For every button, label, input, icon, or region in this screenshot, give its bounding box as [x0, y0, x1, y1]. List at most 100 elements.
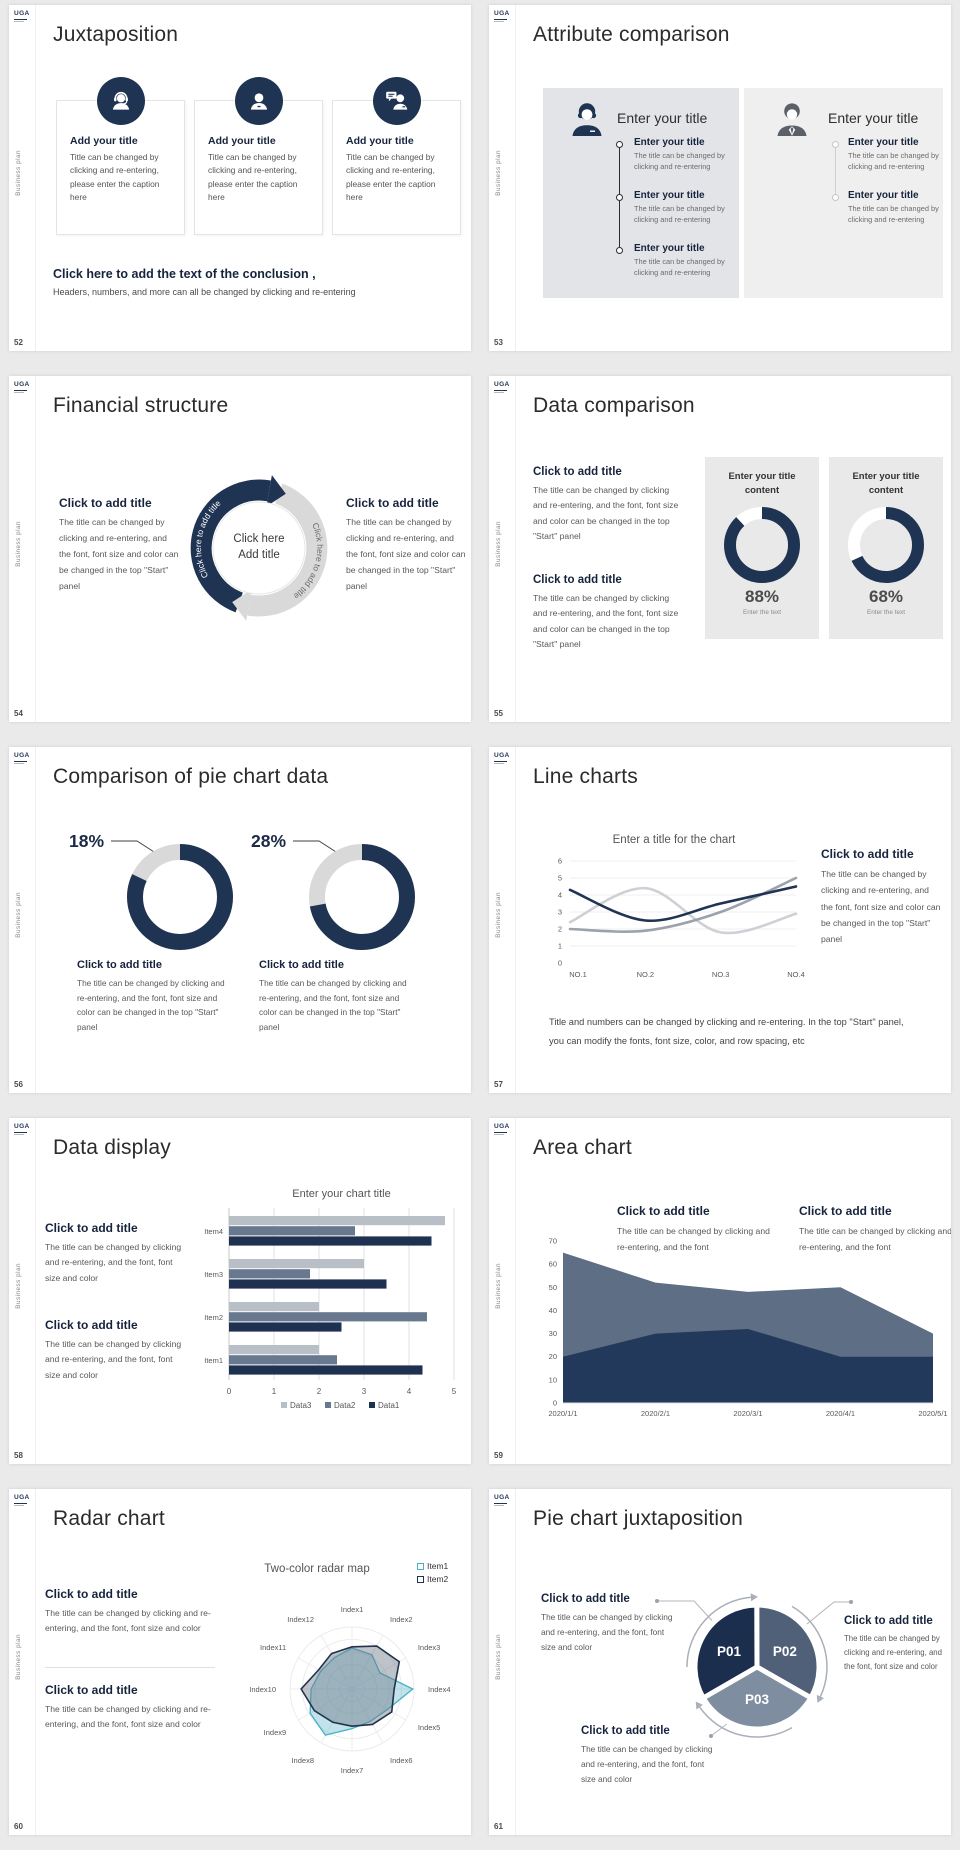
timeline-item: Enter your title The title can be change…: [634, 190, 725, 225]
timeline-dot: [832, 194, 839, 201]
side-label: Business plan: [15, 521, 22, 568]
info-card: Add your title Title can be changed by c…: [56, 77, 185, 235]
uga-logo: UGA: [14, 752, 32, 764]
chart-title: Enter your chart title: [292, 1188, 391, 1200]
slide-title: Comparison of pie chart data: [53, 765, 329, 788]
svg-text:0: 0: [227, 1387, 232, 1396]
uga-logo: UGA: [14, 381, 32, 393]
text-block: Click to add title The title can be chan…: [581, 1725, 713, 1784]
uga-logo: UGA: [494, 10, 512, 22]
text-block: Click to add title The title can be chan…: [541, 1593, 673, 1652]
svg-text:3: 3: [558, 908, 562, 917]
divider: [45, 1667, 215, 1668]
text-block: Click to add title The title can be chan…: [346, 496, 466, 591]
slide-52-juxtaposition[interactable]: UGA Business plan Juxtaposition 52 Add y…: [9, 5, 471, 351]
svg-text:Index2: Index2: [390, 1615, 413, 1624]
side-label: Business plan: [15, 892, 22, 939]
slide-title: Line charts: [533, 765, 638, 788]
svg-text:P01: P01: [717, 1644, 742, 1659]
uga-logo: UGA: [494, 752, 512, 764]
comparison-panel-left: Enter your title Enter your title The ti…: [543, 88, 739, 298]
text-block: Click to add title The title can be chan…: [533, 574, 679, 650]
timeline-dot: [832, 141, 839, 148]
svg-text:Index9: Index9: [264, 1728, 287, 1737]
page-number: 58: [14, 1451, 23, 1460]
margin-divider: [35, 376, 36, 722]
slide-title: Data display: [53, 1136, 171, 1159]
svg-text:Index7: Index7: [341, 1766, 364, 1775]
timeline-dot: [616, 247, 623, 254]
svg-text:2020/1/1: 2020/1/1: [548, 1409, 577, 1418]
slide-title: Financial structure: [53, 394, 229, 417]
side-label: Business plan: [495, 150, 502, 197]
legend-swatch-item1: [417, 1562, 424, 1570]
slide-58-data-display[interactable]: UGA Business plan Data display 58 Click …: [9, 1118, 471, 1464]
slide-title: Attribute comparison: [533, 23, 730, 46]
side-label: Business plan: [495, 1263, 502, 1310]
svg-text:Data1: Data1: [378, 1401, 400, 1410]
info-card: Add your title Title can be changed by c…: [332, 77, 461, 235]
uga-logo: UGA: [494, 381, 512, 393]
page-number: 56: [14, 1080, 23, 1089]
svg-text:Index6: Index6: [390, 1756, 413, 1765]
card-body: Title can be changed by clicking and re-…: [70, 152, 160, 203]
text-block: Click to add title The title can be chan…: [45, 1587, 211, 1634]
card-title: Add your title: [208, 135, 276, 147]
slide-55-data-comparison[interactable]: UGA Business plan Data comparison 55 Cli…: [489, 376, 951, 722]
svg-text:Index10: Index10: [249, 1685, 276, 1694]
svg-text:3: 3: [362, 1387, 367, 1396]
svg-text:Index8: Index8: [291, 1756, 314, 1765]
person-icon: [234, 77, 283, 125]
svg-text:Item1: Item1: [204, 1356, 223, 1365]
timeline-item: Enter your title The title can be change…: [634, 243, 725, 278]
text-block: Click to add title The title can be chan…: [45, 1318, 182, 1380]
svg-text:4: 4: [407, 1387, 412, 1396]
slide-title: Radar chart: [53, 1507, 165, 1530]
svg-text:P02: P02: [773, 1644, 797, 1659]
card-title: Add your title: [346, 135, 414, 147]
text-block: Click to add title The title can be chan…: [799, 1204, 951, 1253]
percent-caption: Enter the text: [866, 608, 905, 616]
slide-57-line-charts[interactable]: UGA Business plan Line charts 57 Enter a…: [489, 747, 951, 1093]
timeline-item: Enter your title The title can be change…: [634, 137, 725, 172]
slide-title: Data comparison: [533, 394, 695, 417]
margin-divider: [515, 1489, 516, 1835]
timeline-item: Enter your title The title can be change…: [848, 137, 939, 172]
slide-60-radar-chart[interactable]: UGA Business plan Radar chart 60 Click t…: [9, 1489, 471, 1835]
page-number: 60: [14, 1822, 23, 1831]
svg-text:Item4: Item4: [204, 1227, 223, 1236]
slide-54-financial-structure[interactable]: UGA Business plan Financial structure 54…: [9, 376, 471, 722]
margin-divider: [35, 5, 36, 351]
page-number: 55: [494, 709, 503, 718]
panel-heading: Enter your title: [828, 110, 919, 126]
svg-text:Item3: Item3: [204, 1270, 223, 1279]
legend-swatch-item2: [417, 1575, 424, 1583]
slide-title: Juxtaposition: [53, 23, 179, 46]
svg-text:Index11: Index11: [260, 1643, 286, 1652]
side-label: Business plan: [15, 1263, 22, 1310]
margin-divider: [35, 747, 36, 1093]
line-chart: 0 1 2 3 4 5 6 NO.1 NO.2 NO.3 NO.4: [544, 851, 805, 986]
chart-title: Enter a title for the chart: [612, 834, 736, 846]
slide-56-pie-comparison[interactable]: UGA Business plan Comparison of pie char…: [9, 747, 471, 1093]
slide-61-pie-juxtaposition[interactable]: UGA Business plan Pie chart juxtapositio…: [489, 1489, 951, 1835]
card-body: Title can be changed by clicking and re-…: [208, 152, 298, 203]
svg-text:50: 50: [549, 1283, 557, 1292]
text-block: Click to add title The title can be chan…: [533, 466, 679, 542]
area-chart: 0 10 20 30 40 50 60 70 2020/1/1 2020/2/1 2020/3/1 2…: [534, 1226, 949, 1421]
svg-text:NO.3: NO.3: [712, 970, 730, 979]
svg-text:NO.2: NO.2: [637, 970, 655, 979]
svg-text:4: 4: [558, 891, 562, 900]
woman-icon: [567, 99, 607, 139]
slide-53-attribute-comparison[interactable]: UGA Business plan Attribute comparison 5…: [489, 5, 951, 351]
margin-divider: [515, 1118, 516, 1464]
svg-text:P03: P03: [745, 1692, 770, 1707]
uga-logo: UGA: [14, 1123, 32, 1135]
slide-59-area-chart[interactable]: UGA Business plan Area chart 59 Click to…: [489, 1118, 951, 1464]
percent-caption: Enter the text: [742, 608, 781, 616]
svg-text:2020/2/1: 2020/2/1: [641, 1409, 670, 1418]
svg-text:Data2: Data2: [334, 1401, 356, 1410]
uga-logo: UGA: [494, 1494, 512, 1506]
text-block: Click to add title The title can be chan…: [77, 959, 225, 1032]
svg-text:60: 60: [549, 1260, 557, 1269]
